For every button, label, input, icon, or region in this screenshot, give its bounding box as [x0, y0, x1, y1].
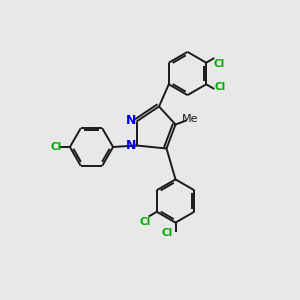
Text: N: N	[126, 113, 136, 127]
Text: Me: Me	[182, 113, 199, 124]
Text: Cl: Cl	[214, 82, 226, 92]
Text: Cl: Cl	[214, 59, 225, 69]
Text: Cl: Cl	[161, 227, 173, 238]
Text: Cl: Cl	[50, 142, 62, 152]
Text: N: N	[126, 139, 136, 152]
Text: Cl: Cl	[140, 217, 151, 227]
